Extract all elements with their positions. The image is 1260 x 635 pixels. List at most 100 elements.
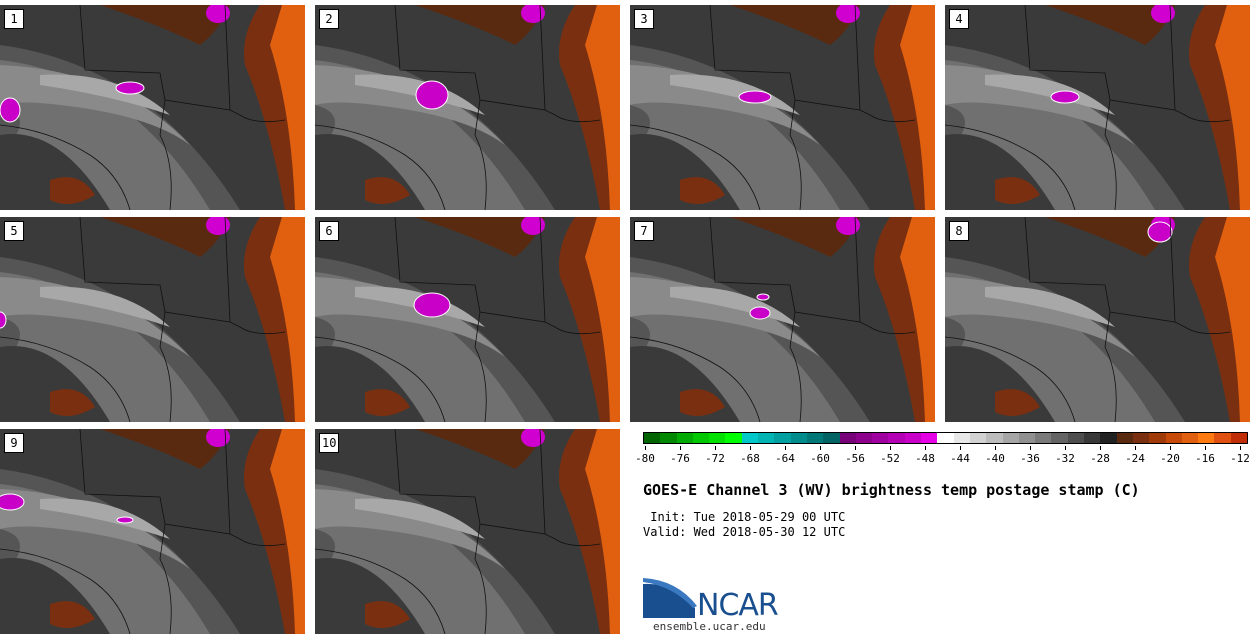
- brightness-temp-band: [585, 429, 620, 634]
- colorbar-tick: [855, 446, 856, 450]
- cold-cloud-top: [836, 5, 860, 23]
- ncar-logo-text: NCAR: [697, 588, 779, 623]
- colorbar-swatch: [1230, 433, 1247, 443]
- brightness-temp-band: [670, 74, 800, 115]
- cold-cloud-top: [116, 516, 134, 524]
- colorbar-swatch: [741, 433, 759, 443]
- brightness-temp-band: [50, 389, 95, 416]
- cold-cloud-top: [521, 429, 545, 447]
- colorbar-tick: [890, 446, 891, 450]
- colorbar-swatch: [1181, 433, 1199, 443]
- cold-cloud-top: [1147, 221, 1173, 243]
- colorbar-tick-label: -48: [915, 452, 935, 465]
- panel-number: 8: [949, 221, 969, 241]
- colorbar-tick-label: -44: [950, 452, 970, 465]
- panel-map: [630, 217, 935, 422]
- brightness-temp-band: [1215, 217, 1250, 422]
- colorbar-swatch: [1018, 433, 1036, 443]
- member-panel-10: 10: [315, 429, 620, 634]
- brightness-temp-band: [585, 5, 620, 210]
- state-boundaries: [0, 5, 286, 210]
- colorbar-swatch: [1084, 433, 1101, 443]
- colorbar-swatch: [953, 433, 970, 443]
- colorbar-tick-label: -64: [775, 452, 795, 465]
- member-panel-7: 7: [630, 217, 935, 422]
- cold-cloud-top: [206, 5, 230, 23]
- brightness-temp-band: [1215, 5, 1250, 210]
- figure-title: GOES-E Channel 3 (WV) brightness temp po…: [643, 481, 1140, 499]
- colorbar-swatch: [921, 433, 938, 443]
- colorbar: [643, 432, 1248, 444]
- colorbar-tick: [1065, 446, 1066, 450]
- brightness-temp-band: [355, 498, 485, 539]
- state-boundaries: [630, 217, 916, 422]
- colorbar-tick-label: -32: [1055, 452, 1075, 465]
- colorbar-swatch: [872, 433, 889, 443]
- brightness-temp-band: [730, 217, 860, 257]
- colorbar-tick-label: -16: [1195, 452, 1215, 465]
- colorbar-tick: [680, 446, 681, 450]
- brightness-temp-band: [100, 5, 230, 45]
- brightness-temp-band: [1045, 5, 1175, 45]
- cold-cloud-top: [756, 293, 770, 301]
- init-time: Init: Tue 2018-05-29 00 UTC: [643, 510, 846, 524]
- colorbar-tick-label: -12: [1230, 452, 1250, 465]
- cold-cloud-top: [206, 429, 230, 447]
- colorbar-swatch: [1116, 433, 1133, 443]
- brightness-temp-band: [900, 5, 935, 210]
- member-panel-8: 8: [945, 217, 1250, 422]
- cold-cloud-top: [413, 292, 451, 318]
- cold-cloud-top: [115, 81, 145, 95]
- colorbar-tick: [1100, 446, 1101, 450]
- colorbar-tick-label: -28: [1090, 452, 1110, 465]
- panel-map: [945, 217, 1250, 422]
- website-url: ensemble.ucar.edu: [653, 620, 766, 633]
- panel-number: 5: [4, 221, 24, 241]
- colorbar-tick-label: -68: [740, 452, 760, 465]
- colorbar-tick: [1240, 446, 1241, 450]
- cold-cloud-top: [206, 217, 230, 235]
- panel-map: [0, 5, 305, 210]
- colorbar-swatch: [937, 433, 954, 443]
- cold-cloud-top: [836, 217, 860, 235]
- colorbar-swatch: [1035, 433, 1052, 443]
- member-panel-6: 6: [315, 217, 620, 422]
- colorbar-swatch: [1149, 433, 1166, 443]
- colorbar-swatch: [676, 433, 693, 443]
- brightness-temp-band: [365, 601, 410, 628]
- panel-number: 2: [319, 9, 339, 29]
- brightness-temp-band: [50, 177, 95, 204]
- colorbar-swatch: [774, 433, 791, 443]
- colorbar-swatch: [823, 433, 840, 443]
- panel-map: [945, 5, 1250, 210]
- colorbar-tick: [785, 446, 786, 450]
- colorbar-swatch: [888, 433, 905, 443]
- state-boundaries: [630, 5, 916, 210]
- colorbar-ticks: -80 -76 -72 -68 -64 -60 -56 -52 -48 -44 -40 -36 -32 -…: [635, 446, 1250, 466]
- brightness-temp-band: [730, 5, 860, 45]
- panel-map: [0, 217, 305, 422]
- panel-map: [315, 429, 620, 634]
- colorbar-swatch: [1214, 433, 1231, 443]
- colorbar-tick-label: -40: [985, 452, 1005, 465]
- colorbar-tick-label: -72: [705, 452, 725, 465]
- cold-cloud-top: [1151, 5, 1175, 23]
- brightness-temp-band: [415, 429, 545, 469]
- member-panel-9: 9: [0, 429, 305, 634]
- colorbar-tick: [715, 446, 716, 450]
- colorbar-swatch: [1132, 433, 1150, 443]
- brightness-temp-band: [680, 389, 725, 416]
- panel-map: [315, 5, 620, 210]
- colorbar-tick-label: -36: [1020, 452, 1040, 465]
- colorbar-tick: [1170, 446, 1171, 450]
- colorbar-swatch: [790, 433, 807, 443]
- colorbar-swatch: [725, 433, 742, 443]
- cold-cloud-top: [749, 306, 771, 320]
- brightness-temp-band: [1045, 217, 1175, 257]
- colorbar-tick-label: -24: [1125, 452, 1145, 465]
- brightness-temp-band: [415, 5, 545, 45]
- colorbar-swatch: [1002, 433, 1019, 443]
- brightness-temp-band: [270, 429, 305, 634]
- colorbar-swatch: [1198, 433, 1215, 443]
- colorbar-tick: [1205, 446, 1206, 450]
